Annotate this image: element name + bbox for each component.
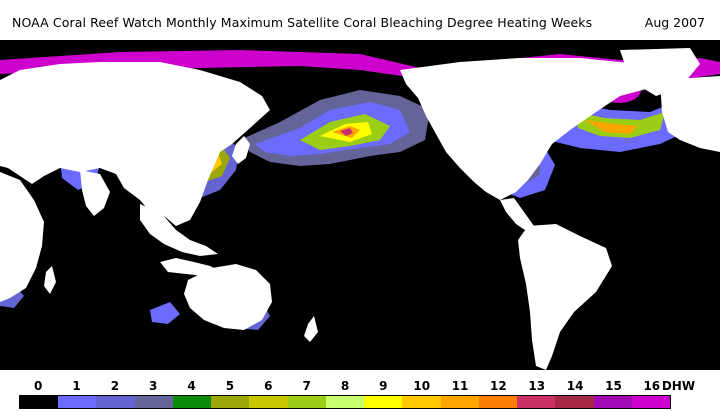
legend-swatch-3 (134, 396, 173, 408)
title-bar: NOAA Coral Reef Watch Monthly Maximum Sa… (0, 0, 720, 40)
north-america (400, 58, 662, 200)
south-america (518, 224, 612, 370)
australia (184, 264, 272, 330)
legend-label-16: 16 (643, 379, 661, 393)
japan (232, 136, 250, 164)
map-title: NOAA Coral Reef Watch Monthly Maximum Sa… (12, 15, 593, 30)
legend-label-15: 15 (605, 379, 622, 393)
legend-unit: DHW (661, 379, 696, 393)
legend-label-2: 2 (110, 379, 120, 393)
eurasia-west (0, 62, 270, 226)
legend-swatch-15 (593, 396, 632, 408)
legend-swatch-5 (211, 396, 250, 408)
legend-label-1: 1 (72, 379, 81, 393)
legend-label-12: 12 (490, 379, 507, 393)
legend-label-6: 6 (264, 379, 273, 393)
legend-swatch-14 (555, 396, 594, 408)
world-map (0, 40, 720, 375)
legend-label-14: 14 (566, 379, 584, 393)
legend-label-10: 10 (413, 379, 431, 393)
southeast-asia (140, 204, 218, 256)
legend-color-bar (19, 395, 671, 409)
dhw-map (0, 40, 720, 375)
legend-swatch-4 (172, 396, 212, 408)
legend-label-8: 8 (340, 379, 350, 393)
madagascar (44, 266, 56, 294)
africa (0, 172, 44, 302)
central-america (500, 198, 534, 232)
legend-swatch-6 (249, 396, 288, 408)
legend-label-11: 11 (451, 379, 469, 393)
legend-swatch-7 (287, 396, 326, 408)
legend-swatch-1 (58, 396, 97, 408)
new-zealand (304, 316, 318, 342)
map-date: Aug 2007 (644, 15, 705, 30)
legend-swatch-16 (631, 396, 670, 408)
legend-label-5: 5 (225, 379, 235, 393)
legend-label-0: 0 (33, 379, 43, 393)
legend-label-7: 7 (302, 379, 311, 393)
legend-swatch-9 (364, 396, 403, 408)
legend-swatch-11 (440, 396, 479, 408)
legend-swatch-10 (402, 396, 441, 408)
legend-swatch-8 (325, 396, 365, 408)
legend-label-4: 4 (187, 379, 196, 393)
india (80, 170, 110, 216)
legend-swatch-2 (96, 396, 135, 408)
greenland (620, 48, 700, 96)
legend-swatch-12 (478, 396, 518, 408)
eurasia-east (660, 76, 720, 152)
legend-swatch-0 (20, 396, 59, 408)
dhw-legend: 0 1 2 3 4 5 6 7 8 9 10 11 12 13 14 15 16 DHW (0, 375, 720, 411)
legend-swatch-13 (517, 396, 556, 408)
landmasses (0, 48, 720, 375)
legend-label-13: 13 (528, 379, 546, 393)
legend-label-3: 3 (149, 379, 158, 393)
legend-label-9: 9 (379, 379, 388, 393)
antarctica-edge (0, 370, 720, 375)
indonesia (160, 258, 222, 276)
